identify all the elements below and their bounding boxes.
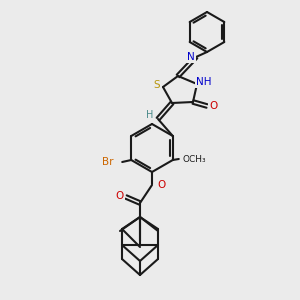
Text: NH: NH xyxy=(196,77,212,87)
Text: O: O xyxy=(116,191,124,201)
Text: O: O xyxy=(157,180,165,190)
Text: H: H xyxy=(146,110,154,120)
Text: OCH₃: OCH₃ xyxy=(183,154,207,164)
Text: S: S xyxy=(154,80,160,90)
Text: N: N xyxy=(187,52,195,62)
Text: Br: Br xyxy=(102,157,113,167)
Text: O: O xyxy=(209,101,217,111)
